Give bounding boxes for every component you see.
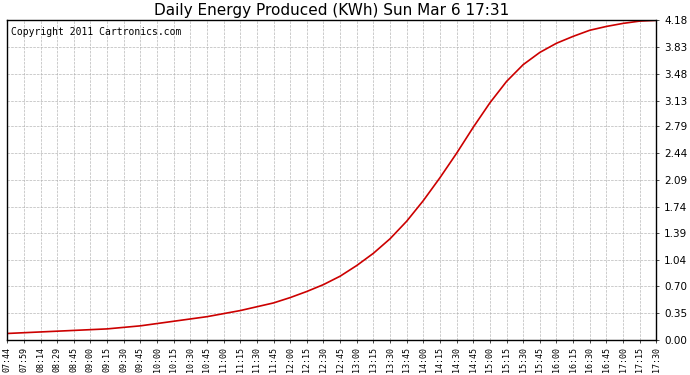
Text: Copyright 2011 Cartronics.com: Copyright 2011 Cartronics.com bbox=[10, 27, 181, 37]
Title: Daily Energy Produced (KWh) Sun Mar 6 17:31: Daily Energy Produced (KWh) Sun Mar 6 17… bbox=[154, 3, 509, 18]
